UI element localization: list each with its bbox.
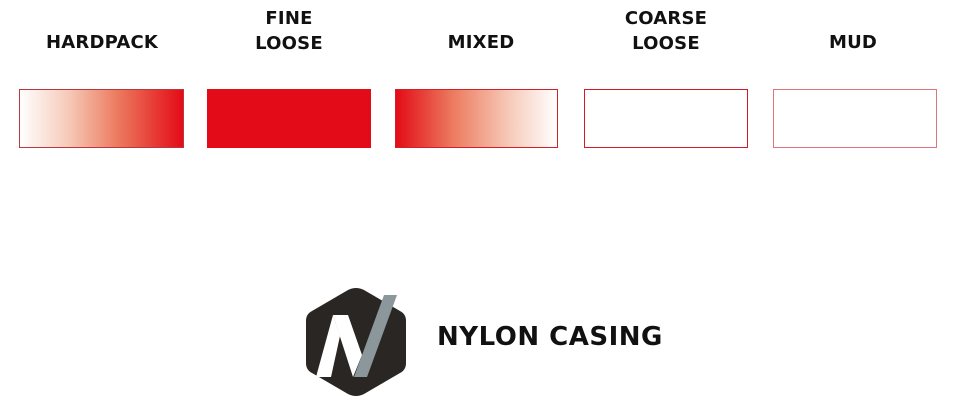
nylon-casing-logo-icon: [306, 288, 406, 396]
terrain-label: MUD: [828, 32, 878, 53]
terrain-label-line2: LOOSE: [255, 33, 323, 54]
coarse-loose-rating-bar: [584, 89, 748, 148]
terrain-label-line1: FINE: [265, 8, 313, 29]
mixed-rating-bar: [395, 89, 558, 148]
fine-loose-rating-bar: [207, 89, 371, 148]
terrain-label-line2: LOOSE: [632, 33, 700, 54]
terrain-label: MIXED: [447, 32, 515, 53]
mud-rating-bar: [773, 89, 937, 148]
terrain-label: HARDPACK: [45, 32, 159, 53]
terrain-label-line1: COARSE: [624, 8, 708, 29]
casing-label: NYLON CASING: [437, 322, 663, 352]
hardpack-rating-bar: [19, 89, 184, 148]
